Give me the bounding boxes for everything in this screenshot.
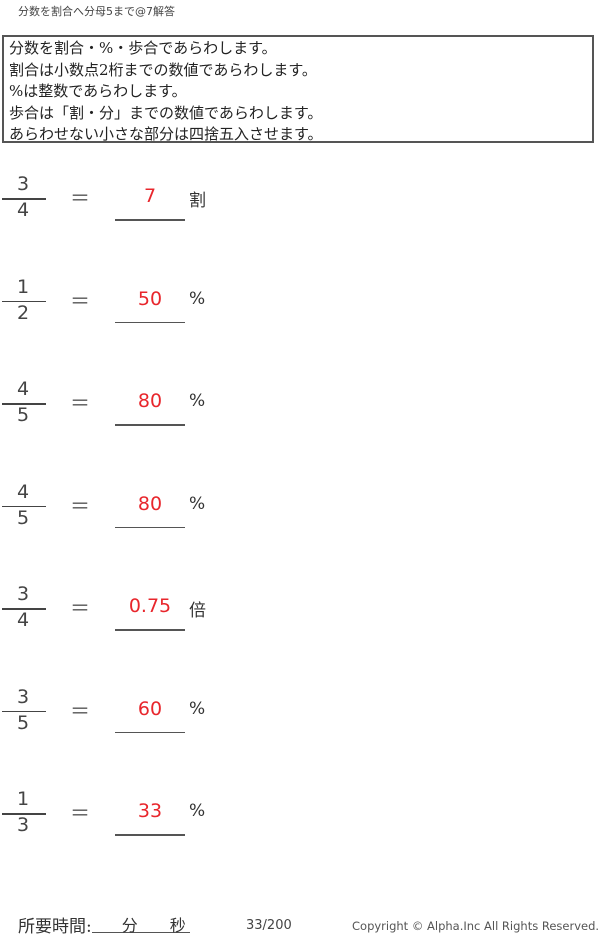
time-label: 所要時間: [18, 917, 92, 937]
unit-label: % [189, 288, 206, 309]
answer-underline [115, 834, 185, 836]
answer[interactable]: 50 [137, 287, 163, 310]
unit-label: % [189, 391, 206, 411]
fraction-bar [2, 300, 46, 302]
numerator: 3 [16, 583, 30, 605]
numerator: 4 [16, 480, 30, 503]
fraction-bar [2, 403, 46, 405]
denominator: 4 [16, 609, 30, 631]
answer-underline [115, 526, 185, 528]
equals-sign: ＝ [70, 801, 90, 825]
instruction-line: 分数を割合・%・歩合であらわします。 [9, 39, 277, 57]
equals-sign: ＝ [70, 391, 90, 415]
numerator: 3 [16, 173, 30, 195]
answer-underline [115, 629, 185, 631]
numerator: 1 [16, 788, 30, 810]
instruction-line: %は整数であらわします。 [9, 82, 187, 100]
answer[interactable]: 80 [137, 390, 163, 412]
answer-underline [115, 424, 185, 426]
fraction-bar [2, 505, 46, 507]
numerator: 1 [16, 275, 30, 298]
answer[interactable]: 7 [143, 185, 157, 207]
unit-label: 倍 [189, 601, 206, 621]
unit-label: % [189, 801, 206, 821]
problem-row: 4 5 ＝ 80 % [0, 378, 600, 441]
problem-row: 3 5 ＝ 60 % [0, 685, 600, 749]
instruction-line: 割合は小数点2桁までの数値であらわします。 [9, 60, 317, 79]
equals-sign: ＝ [70, 288, 90, 313]
answer[interactable]: 80 [137, 492, 163, 515]
fraction-bar [2, 198, 46, 200]
answer-underline [115, 731, 185, 733]
problem-row: 4 5 ＝ 80 % [0, 480, 600, 544]
equals-sign: ＝ [70, 186, 90, 210]
equals-sign: ＝ [70, 493, 90, 518]
time-input-line[interactable]: 分秒 [91, 912, 190, 935]
denominator: 5 [16, 506, 30, 529]
seconds-label: 秒 [169, 916, 186, 935]
unit-label: 割 [189, 191, 206, 211]
instruction-line: あらわせない小さな部分は四捨五入させます。 [9, 125, 323, 143]
minutes-label: 分 [121, 916, 138, 935]
instruction-line: 歩合は「割・分」までの数値であらわします。 [9, 103, 323, 122]
answer-underline [115, 321, 185, 323]
answer-underline [115, 219, 185, 221]
copyright: Copyright © Alpha.Inc All Rights Reserve… [352, 919, 600, 933]
denominator: 3 [16, 814, 30, 836]
numerator: 4 [16, 378, 30, 400]
fraction-bar [2, 710, 46, 712]
problem-row: 3 4 ＝ 7 割 [0, 173, 600, 236]
answer[interactable]: 0.75 [128, 595, 172, 617]
time-spent: 所要時間: 分秒 [18, 912, 190, 937]
problem-row: 3 4 ＝ 0.75 倍 [0, 583, 600, 646]
answer[interactable]: 33 [137, 800, 163, 822]
equals-sign: ＝ [70, 596, 90, 620]
problem-row: 1 2 ＝ 50 % [0, 275, 600, 339]
unit-label: % [189, 698, 206, 719]
unit-label: % [189, 493, 206, 514]
equals-sign: ＝ [70, 698, 90, 723]
instructions-box: 分数を割合・%・歩合であらわします。 割合は小数点2桁までの数値であらわします。… [2, 35, 594, 143]
answer[interactable]: 60 [137, 697, 163, 720]
denominator: 5 [16, 711, 30, 734]
fraction-bar [2, 608, 46, 610]
denominator: 5 [16, 404, 30, 426]
denominator: 2 [16, 301, 30, 324]
numerator: 3 [16, 685, 30, 708]
denominator: 4 [16, 199, 30, 221]
page-number: 33/200 [246, 918, 292, 933]
fraction-bar [2, 813, 46, 815]
problem-row: 1 3 ＝ 33 % [0, 788, 600, 851]
worksheet-title: 分数を割合へ分母5まで@7解答 [18, 5, 175, 18]
